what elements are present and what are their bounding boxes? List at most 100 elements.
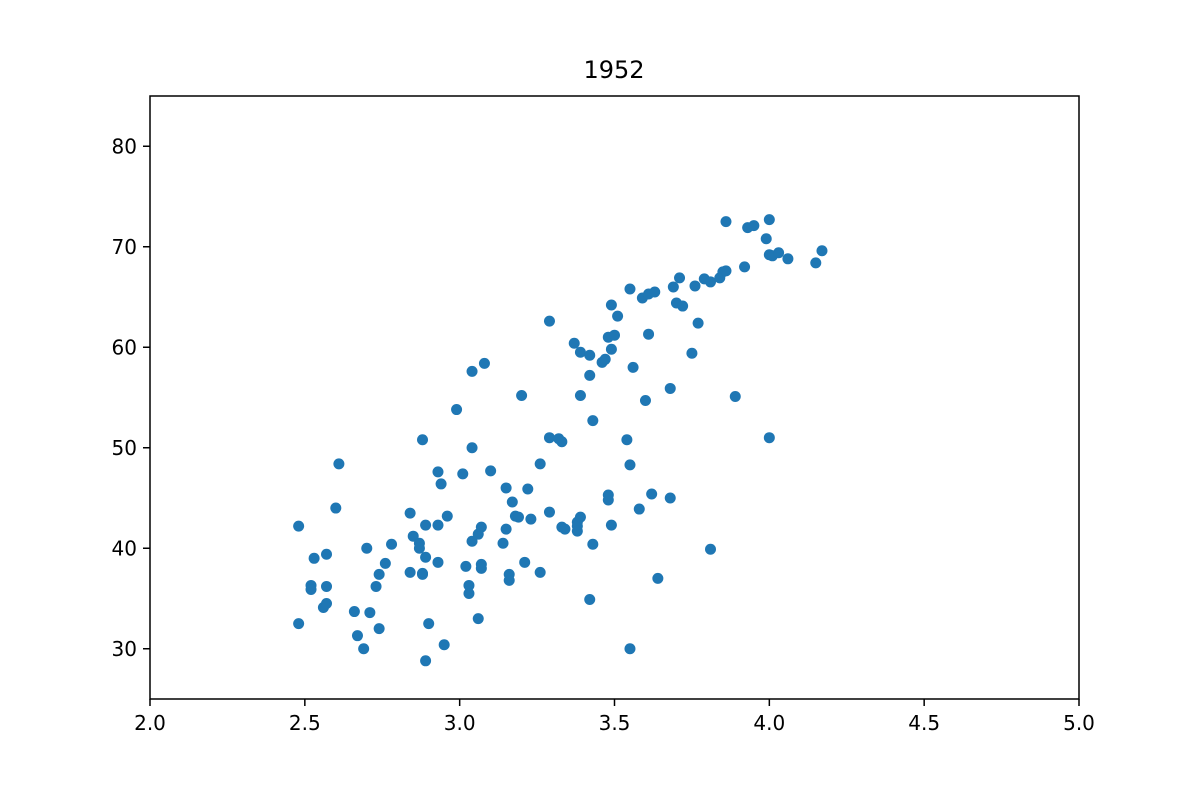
data-point-82: [584, 350, 595, 361]
data-point-3: [306, 584, 317, 595]
chart-title: 1952: [583, 56, 644, 84]
data-point-107: [646, 488, 657, 499]
data-point-8: [321, 549, 332, 560]
data-point-30: [420, 552, 431, 563]
data-point-93: [606, 344, 617, 355]
data-point-83: [584, 370, 595, 381]
data-point-9: [330, 503, 341, 514]
data-point-138: [816, 245, 827, 256]
data-point-59: [507, 497, 518, 508]
data-point-121: [705, 544, 716, 555]
data-point-4: [309, 553, 320, 564]
data-point-132: [764, 432, 775, 443]
data-point-62: [516, 390, 527, 401]
x-tick-label-3: 3.5: [599, 711, 631, 735]
data-point-95: [609, 330, 620, 341]
data-point-135: [773, 247, 784, 258]
data-point-1: [293, 618, 304, 629]
y-tick-label-1: 40: [112, 536, 137, 560]
data-point-53: [485, 465, 496, 476]
data-point-74: [559, 524, 570, 535]
data-point-38: [442, 511, 453, 522]
data-point-0: [293, 521, 304, 532]
data-point-61: [513, 512, 524, 523]
x-tick-label-6: 5.0: [1063, 711, 1095, 735]
data-point-43: [463, 588, 474, 599]
data-point-84: [584, 594, 595, 605]
y-tick-label-0: 30: [112, 637, 137, 661]
data-point-27: [417, 569, 428, 580]
x-tick-label-1: 2.5: [289, 711, 321, 735]
data-point-129: [748, 220, 759, 231]
data-point-125: [720, 216, 731, 227]
data-point-55: [501, 482, 512, 493]
data-point-111: [665, 493, 676, 504]
data-point-31: [420, 655, 431, 666]
y-tick-label-3: 60: [112, 335, 137, 359]
data-point-124: [720, 265, 731, 276]
data-point-72: [556, 436, 567, 447]
data-point-21: [405, 508, 416, 519]
data-point-96: [612, 311, 623, 322]
data-point-118: [693, 318, 704, 329]
data-point-49: [476, 522, 487, 533]
data-point-11: [349, 606, 360, 617]
data-point-104: [640, 395, 651, 406]
data-point-99: [624, 459, 635, 470]
data-point-97: [621, 434, 632, 445]
data-point-10: [333, 458, 344, 469]
data-point-52: [479, 358, 490, 369]
data-point-29: [420, 520, 431, 531]
data-point-94: [606, 520, 617, 531]
data-point-44: [467, 366, 478, 377]
data-point-102: [634, 504, 645, 515]
data-point-20: [386, 539, 397, 550]
data-point-98: [624, 283, 635, 294]
data-point-54: [498, 538, 509, 549]
data-point-66: [535, 458, 546, 469]
data-point-25: [414, 543, 425, 554]
data-point-92: [606, 300, 617, 311]
data-point-75: [569, 338, 580, 349]
data-point-12: [352, 630, 363, 641]
data-point-109: [652, 573, 663, 584]
data-point-65: [525, 514, 536, 525]
data-point-108: [649, 286, 660, 297]
data-point-63: [519, 557, 530, 568]
y-tick-label-4: 70: [112, 235, 137, 259]
data-point-40: [457, 468, 468, 479]
data-point-16: [371, 581, 382, 592]
data-point-15: [364, 607, 375, 618]
data-point-86: [587, 539, 598, 550]
data-point-17: [374, 569, 385, 580]
data-point-100: [624, 643, 635, 654]
data-point-58: [504, 575, 515, 586]
data-point-28: [417, 434, 428, 445]
data-point-64: [522, 483, 533, 494]
data-point-39: [451, 404, 462, 415]
data-point-6: [321, 598, 332, 609]
data-point-80: [575, 390, 586, 401]
data-point-32: [423, 618, 434, 629]
data-point-127: [739, 261, 750, 272]
data-point-68: [544, 316, 555, 327]
data-point-117: [690, 280, 701, 291]
data-point-51: [476, 563, 487, 574]
data-point-47: [473, 613, 484, 624]
data-point-22: [405, 567, 416, 578]
data-point-133: [764, 214, 775, 225]
data-point-130: [761, 233, 772, 244]
data-point-106: [643, 329, 654, 340]
data-point-81: [575, 512, 586, 523]
data-point-112: [668, 281, 679, 292]
data-point-70: [544, 507, 555, 518]
data-point-85: [587, 415, 598, 426]
data-point-91: [603, 495, 614, 506]
data-point-41: [460, 561, 471, 572]
data-point-114: [674, 272, 685, 283]
data-point-34: [432, 520, 443, 531]
data-point-33: [432, 466, 443, 477]
data-point-116: [686, 348, 697, 359]
y-tick-label-5: 80: [112, 134, 137, 158]
